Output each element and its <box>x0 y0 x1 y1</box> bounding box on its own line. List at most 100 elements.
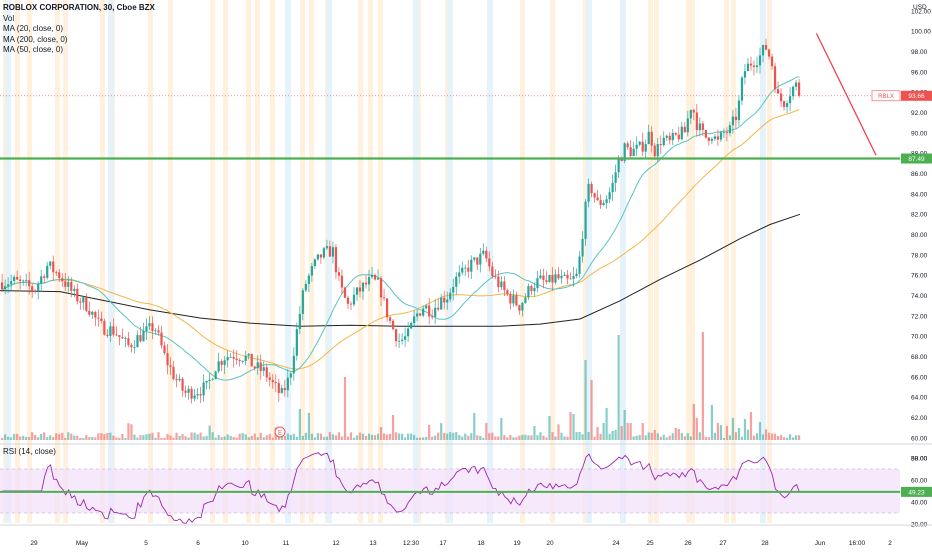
price-tick-label: 70.00 <box>911 334 928 341</box>
candle-body <box>587 183 590 202</box>
candle-body <box>419 313 422 316</box>
candle-body <box>773 66 777 90</box>
session-band-orange <box>300 0 305 523</box>
candle-body <box>274 382 277 384</box>
candle-body <box>118 335 121 338</box>
volume-bar <box>596 427 599 440</box>
rsi-legend[interactable]: RSI (14, close) <box>3 447 56 456</box>
volume-bar <box>70 433 73 440</box>
candle-body <box>151 323 154 332</box>
candle-body <box>202 382 205 396</box>
candle-body <box>605 199 608 203</box>
candle-body <box>64 281 67 287</box>
volume-bar <box>127 423 130 440</box>
volume-bar <box>443 432 446 440</box>
price-tick-label: 96.00 <box>911 69 928 76</box>
time-tick-label: Jun <box>815 540 826 547</box>
candle-body <box>797 82 801 96</box>
candle-body <box>58 272 61 279</box>
candle-body <box>76 288 79 302</box>
legend-ma20[interactable]: MA (20, close, 0) <box>3 24 64 33</box>
legend-ma200[interactable]: MA (200, close, 0) <box>3 34 68 44</box>
candle-body <box>7 284 10 287</box>
candle-body <box>205 380 208 383</box>
rsi-value-label-bg <box>901 486 932 497</box>
candle-body <box>563 274 566 276</box>
candle-body <box>659 144 662 146</box>
session-band-orange <box>686 0 691 523</box>
candle-body <box>560 275 563 279</box>
volume-bar <box>497 436 500 440</box>
candle-body <box>776 89 780 94</box>
volume-bar <box>283 436 286 440</box>
candle-body <box>346 297 350 304</box>
candle-body <box>461 267 464 273</box>
time-tick-label: 5 <box>144 540 148 547</box>
candle-body <box>455 276 458 287</box>
candle-body <box>452 286 455 293</box>
price-tick-label: 102.00 <box>911 8 931 15</box>
volume-bar <box>331 434 335 440</box>
price-tick-label: 64.00 <box>911 395 928 402</box>
candle-body <box>641 141 644 152</box>
candle-body <box>668 135 671 141</box>
candle-body <box>506 290 509 295</box>
candle-body <box>470 259 473 272</box>
volume-bar <box>644 435 647 440</box>
volume-bar <box>52 437 55 440</box>
volume-bar <box>295 436 298 440</box>
volume-bar <box>184 436 187 440</box>
candle-body <box>46 265 49 278</box>
volume-bar <box>388 433 392 440</box>
candle-body <box>590 183 593 194</box>
volume-bar <box>22 435 25 440</box>
candle-body <box>482 250 485 254</box>
volume-bar <box>575 432 578 440</box>
candle-body <box>686 118 689 133</box>
rsi-line <box>2 452 800 524</box>
session-band-blue <box>285 0 291 523</box>
legend-vol[interactable]: Vol <box>3 13 15 23</box>
legend-symbol[interactable]: ROBLOX CORPORATION, 30, Cboe BZX <box>3 3 155 12</box>
session-band-orange <box>270 0 275 523</box>
time-tick-label: 20 <box>546 540 554 547</box>
candle-body <box>196 394 199 396</box>
candle-body <box>644 144 647 152</box>
volume-bar <box>527 435 530 440</box>
price-axis-unit: USD <box>913 4 927 11</box>
price-axis: USD102.00100.0098.0096.0094.0092.0090.00… <box>900 0 932 549</box>
volume-bar <box>533 426 536 440</box>
price-tick-label: 60.00 <box>911 435 928 442</box>
candle-body <box>473 257 476 260</box>
ma50-line <box>2 109 800 370</box>
volume-bar <box>500 418 503 440</box>
candle-body <box>187 388 190 393</box>
candle-body <box>199 394 202 396</box>
volume-bar <box>524 434 527 440</box>
candle-body <box>743 71 747 78</box>
candle-body <box>139 335 142 342</box>
volume-bar <box>82 437 85 440</box>
candle-body <box>566 274 569 279</box>
candle-body <box>13 276 16 282</box>
volume-bar <box>470 433 473 440</box>
candle-body <box>373 274 377 280</box>
candle-body <box>665 135 668 138</box>
candle-body <box>515 295 518 306</box>
candle-body <box>106 334 109 336</box>
volume-bar <box>605 408 608 440</box>
candle-body <box>301 290 304 314</box>
volume-bar <box>599 433 602 440</box>
volume-bar <box>385 434 389 440</box>
volume-bar <box>746 429 750 440</box>
volume-bar <box>106 432 109 440</box>
volume-bar <box>151 432 154 440</box>
volume-bar <box>608 433 611 440</box>
legend-ma50[interactable]: MA (50, close, 0) <box>3 45 64 54</box>
candle-body <box>521 302 524 311</box>
volume-bar <box>785 437 789 440</box>
volume-bar <box>515 437 518 440</box>
volume-bar <box>13 433 16 440</box>
